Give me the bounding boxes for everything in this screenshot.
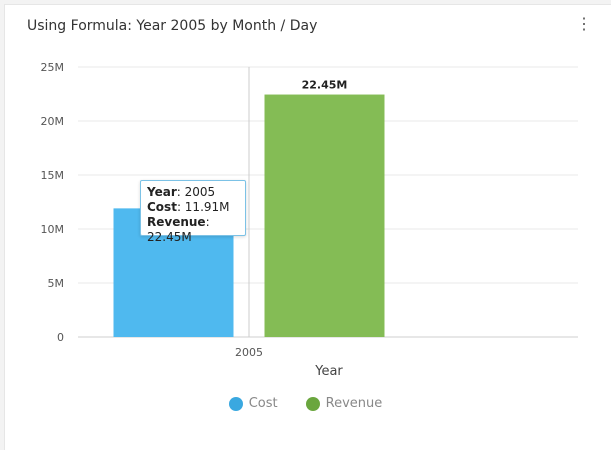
tooltip-revenue-key: Revenue xyxy=(147,215,206,229)
x-axis-label: Year xyxy=(314,364,343,379)
x-tick-label: 2005 xyxy=(235,346,263,359)
legend-item-revenue[interactable]: Revenue xyxy=(305,396,383,411)
tooltip-cost-value: 11.91M xyxy=(184,200,230,214)
bar-revenue xyxy=(264,94,385,337)
y-tick-label: 10M xyxy=(41,223,65,236)
data-label-revenue: 22.45M xyxy=(302,79,348,92)
y-tick-label: 5M xyxy=(48,277,65,290)
y-tick-label: 25M xyxy=(41,61,65,74)
chart-title: Using Formula: Year 2005 by Month / Day xyxy=(27,18,318,34)
legend-dot-cost xyxy=(228,396,243,411)
legend-label-cost: Cost xyxy=(248,396,278,411)
y-tick-label: 20M xyxy=(41,115,65,128)
tooltip-year-value: 2005 xyxy=(184,185,216,199)
tooltip-year-key: Year xyxy=(147,185,177,199)
legend-label-revenue: Revenue xyxy=(325,396,383,411)
chart-legend: Cost Revenue xyxy=(0,396,611,411)
legend-item-cost[interactable]: Cost xyxy=(228,396,278,411)
legend-dot-revenue xyxy=(305,396,320,411)
tooltip-cost-key: Cost xyxy=(147,200,177,214)
tooltip-revenue-value: 22.45M xyxy=(147,230,192,244)
y-tick-label: 15M xyxy=(41,169,65,182)
more-vertical-icon[interactable]: ⋮ xyxy=(576,16,592,33)
chart-tooltip: Year: 2005 Cost: 11.91M Revenue: 22.45M xyxy=(140,180,246,244)
y-tick-label: 0 xyxy=(57,331,64,344)
